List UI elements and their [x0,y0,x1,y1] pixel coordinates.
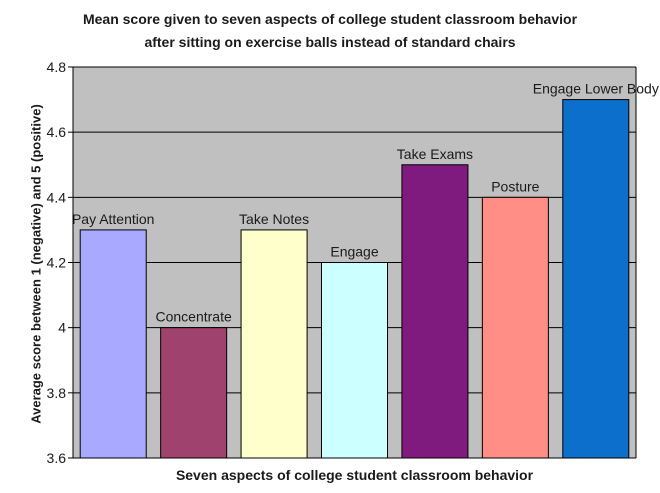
bar [240,229,308,459]
y-tick-label: 4 [58,320,66,336]
y-tick-label: 3.8 [47,385,67,401]
bar [481,196,549,459]
chart-title-line-1: Mean score given to seven aspects of col… [82,11,578,27]
y-tick-label: 4.8 [47,59,67,75]
chart-title: Mean score given to seven aspects of col… [0,8,660,54]
bar-label: Posture [491,178,539,194]
bar-label: Take Exams [397,146,473,162]
y-tick-label: 4.6 [47,124,67,140]
chart-title-line-2: after sitting on exercise balls instead … [144,34,516,50]
bar-label: Engage Lower Body [533,81,659,97]
bar [401,164,469,459]
bar [320,262,389,459]
y-axis-label: Average score between 1 (negative) and 5… [28,104,44,424]
bar-label: Concentrate [156,309,232,325]
bar-label: Pay Attention [72,211,155,227]
bar-label: Engage [330,244,378,260]
y-tick-label: 4.2 [47,255,67,271]
x-axis-label: Seven aspects of college student classro… [175,467,534,483]
bar-label: Take Notes [239,211,309,227]
bar [562,99,630,459]
bar [79,229,147,459]
y-tick-label: 3.6 [47,450,67,466]
bar [160,327,228,459]
y-tick-label: 4.4 [47,189,67,205]
